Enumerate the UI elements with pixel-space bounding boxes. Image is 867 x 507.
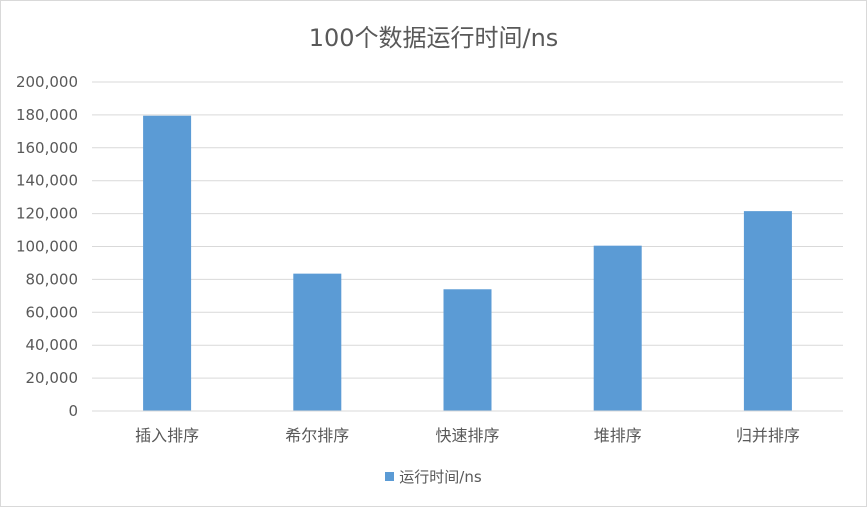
legend-label: 运行时间/ns xyxy=(399,468,482,486)
x-category-label: 插入排序 xyxy=(135,426,199,445)
x-category-label: 快速排序 xyxy=(435,426,499,445)
y-tick-label: 60,000 xyxy=(26,303,79,321)
bar xyxy=(293,273,342,411)
bar xyxy=(443,289,492,411)
x-axis-category-labels: 插入排序 希尔排序 快速排序 堆排序 归并排序 xyxy=(135,426,800,445)
y-tick-label: 20,000 xyxy=(26,369,79,387)
y-tick-label: 160,000 xyxy=(16,139,78,157)
y-tick-label: 120,000 xyxy=(16,205,78,223)
y-tick-label: 140,000 xyxy=(16,172,78,190)
y-tick-label: 40,000 xyxy=(26,336,79,354)
chart-title: 100个数据运行时间/ns xyxy=(308,24,559,52)
x-category-label: 堆排序 xyxy=(594,426,642,445)
legend: 运行时间/ns xyxy=(0,466,867,487)
legend-swatch xyxy=(385,472,395,481)
x-category-label: 希尔排序 xyxy=(285,426,349,445)
x-category-label: 归并排序 xyxy=(736,426,800,445)
y-tick-label: 200,000 xyxy=(16,73,78,91)
bar xyxy=(143,115,192,411)
bar xyxy=(593,245,642,411)
bar-series xyxy=(143,115,792,411)
y-tick-label: 0 xyxy=(68,402,78,420)
bar xyxy=(743,211,792,411)
y-tick-label: 180,000 xyxy=(16,106,78,124)
y-tick-label: 80,000 xyxy=(26,270,79,288)
y-axis-tick-labels: 0 20,000 40,000 60,000 80,000 100,000 120,000 1… xyxy=(16,73,78,420)
y-tick-label: 100,000 xyxy=(16,238,78,256)
